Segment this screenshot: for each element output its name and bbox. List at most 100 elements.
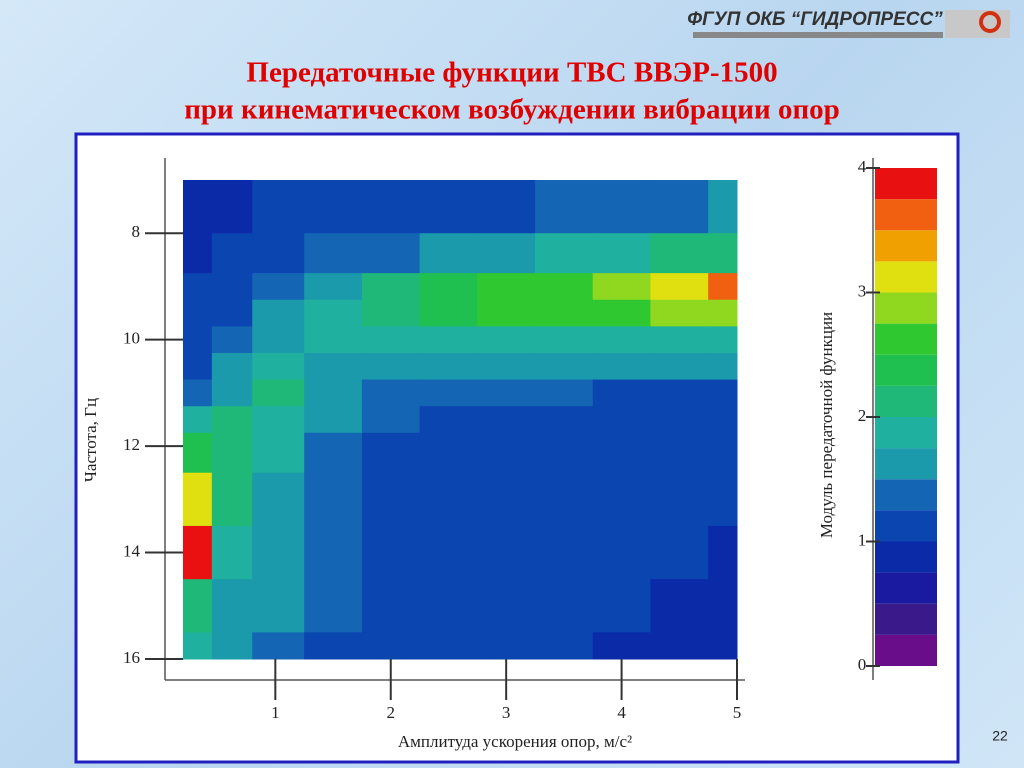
heat-cell [535,632,594,660]
heat-cell [419,406,478,434]
heat-cell [419,525,478,580]
heat-cell [252,432,305,474]
heat-cell [708,472,738,527]
heat-cell [592,472,651,527]
colorbar-band [875,634,937,666]
heat-cell [419,432,478,474]
x-tick-label: 1 [271,703,280,722]
heat-cell [304,326,363,354]
heat-cell [183,432,213,474]
heat-cell [252,525,305,580]
heat-cell [361,406,421,434]
heat-cell [304,233,363,274]
heat-cell [211,525,253,580]
heat-cell [304,432,363,474]
heat-cell [708,326,738,354]
colorbar-band [875,323,937,355]
heat-cell [211,432,253,474]
heat-cell [477,632,536,660]
colorbar-band [875,230,937,262]
heat-cell [211,579,253,633]
heat-cell [477,525,536,580]
y-tick-label: 10 [123,329,140,348]
heat-cell [304,299,363,327]
heat-cell [708,299,738,327]
heat-cell [477,379,536,407]
heat-cell [361,352,421,381]
heat-cell [304,273,363,301]
heat-cell [183,472,213,527]
heat-cell [304,579,363,633]
heat-cell [252,579,305,633]
heat-cell [708,525,738,580]
heat-cell [535,579,594,633]
heat-cell [211,273,253,301]
heat-cell [183,579,213,633]
title-line: Передаточные функции ТВС ВВЭР-1500 [246,57,777,89]
heat-cell [535,299,594,327]
heat-cell [535,406,594,434]
heat-cell [477,299,536,327]
heat-cell [477,579,536,633]
heat-cell [477,352,536,381]
heat-cell [650,579,709,633]
heat-cell [361,632,421,660]
x-tick-label: 4 [617,703,626,722]
heat-cell [183,299,213,327]
colorbar-band [875,541,937,573]
page-number: 22 [992,728,1008,744]
colorbar-tick-label: 3 [858,281,867,300]
heat-cell [183,379,213,407]
heat-cell [361,472,421,527]
heat-cell [477,432,536,474]
heat-cell [708,632,738,660]
colorbar-band [875,261,937,293]
colorbar-tick-label: 1 [858,530,867,549]
heat-cell [535,472,594,527]
colorbar-label: Модуль передаточной функции [817,312,836,538]
heat-cell [211,299,253,327]
heat-cell [211,472,253,527]
heat-cell [252,472,305,527]
heat-cell [183,352,213,381]
heat-cell [361,299,421,327]
heat-cell [419,472,478,527]
heat-cell [361,233,421,274]
heat-cell [708,352,738,381]
heat-cell [419,299,478,327]
heat-cell [361,273,421,301]
heat-cell [650,180,709,234]
heat-cell [650,233,709,274]
title-line: при кинематическом возбуждении вибрации … [184,94,840,126]
heat-cell [535,379,594,407]
heat-cell [361,525,421,580]
colorbar-band [875,448,937,480]
heat-cell [592,406,651,434]
heat-cell [592,299,651,327]
heat-cell [592,326,651,354]
logo-icon [979,11,1001,33]
heat-cell [477,233,536,274]
y-tick-label: 16 [123,648,140,667]
heat-cell [361,180,421,234]
heat-cell [211,632,253,660]
heat-cell [592,579,651,633]
heat-cell [419,180,478,234]
heat-cell [650,525,709,580]
colorbar-band [875,510,937,542]
heat-cell [535,432,594,474]
logo-text: ФГУП ОКБ “ГИДРОПРЕСС” [687,9,943,30]
heat-cell [535,273,594,301]
heat-cell [708,273,738,301]
heat-cell [304,180,363,234]
heat-cell [650,379,709,407]
colorbar-band [875,417,937,449]
heat-cell [252,632,305,660]
heat-cell [252,299,305,327]
heat-cell [477,180,536,234]
heat-cell [708,406,738,434]
colorbar-band [875,354,937,386]
heat-cell [650,299,709,327]
heat-cell [477,472,536,527]
